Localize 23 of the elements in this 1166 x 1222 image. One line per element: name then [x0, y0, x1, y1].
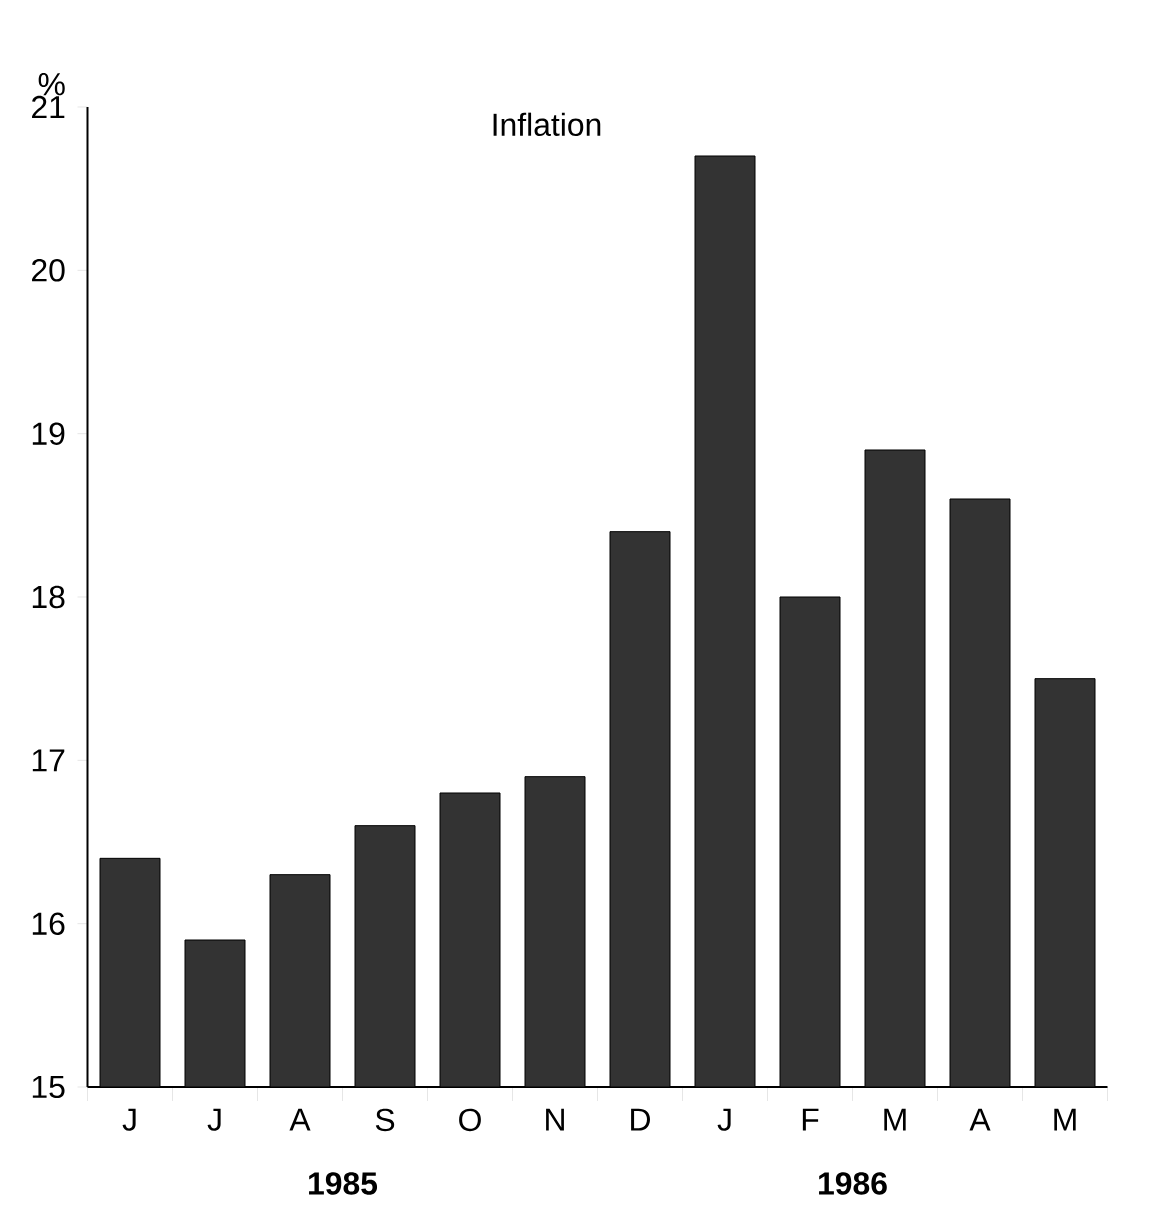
text: 1986 — [819, 1172, 887, 1195]
y-tick-label: 19 — [32, 422, 65, 445]
y-axis-title: % — [38, 73, 65, 96]
text: 1985 — [309, 1172, 378, 1195]
x-tick-label: F — [802, 1108, 819, 1131]
y-tick-label: 20 — [32, 259, 65, 282]
x-tick-label: N — [546, 1108, 564, 1131]
x-tick-label: O — [459, 1108, 481, 1132]
x-tick-label: J — [207, 1108, 221, 1131]
x-tick-label: J — [122, 1108, 136, 1131]
y-tick-label: 18 — [32, 585, 65, 609]
x-tick-label: A — [969, 1108, 991, 1131]
x-tick-label: M — [884, 1108, 906, 1131]
y-tick-label: 21 — [32, 95, 65, 119]
x-tick-label: A — [289, 1108, 311, 1131]
y-tick-label: 16 — [32, 912, 65, 935]
x-tick-label: M — [1054, 1108, 1076, 1131]
x-tick-label: S — [375, 1108, 395, 1132]
y-tick-label: 15 — [32, 1075, 65, 1099]
x-tick-label: J — [717, 1108, 731, 1131]
chart-title: Inflation — [493, 112, 601, 137]
x-tick-label: D — [631, 1108, 650, 1131]
y-tick-label: 17 — [32, 749, 65, 772]
